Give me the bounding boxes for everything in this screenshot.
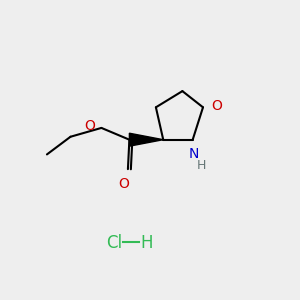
Text: O: O (119, 177, 130, 191)
Polygon shape (129, 133, 163, 146)
Text: O: O (211, 99, 222, 113)
Text: O: O (85, 119, 95, 133)
Text: H: H (197, 159, 206, 172)
Text: H: H (141, 234, 153, 252)
Text: Cl: Cl (106, 234, 123, 252)
Text: N: N (189, 147, 200, 161)
